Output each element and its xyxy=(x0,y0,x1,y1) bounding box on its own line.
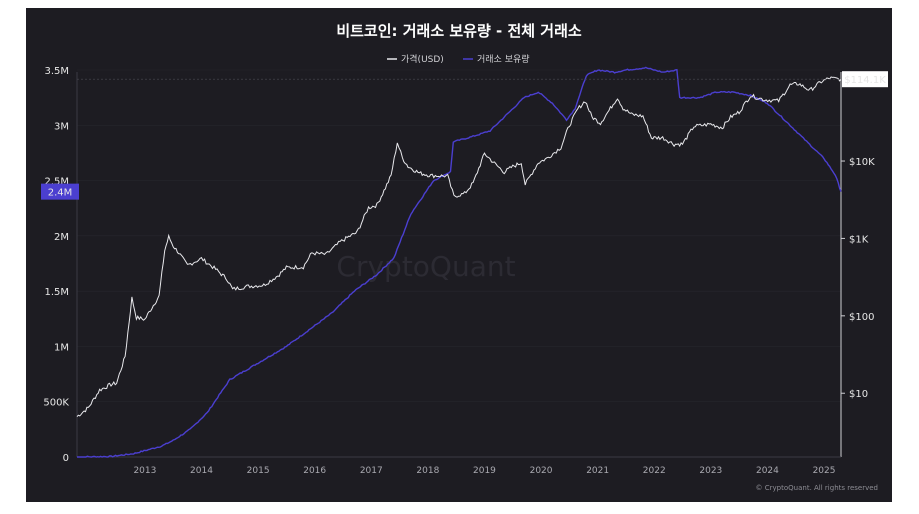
legend-price-label[interactable]: 가격(USD) xyxy=(401,53,444,65)
x-tick-label: 2017 xyxy=(360,466,383,476)
x-tick-label: 2019 xyxy=(473,466,496,476)
x-tick-label: 2015 xyxy=(247,466,270,476)
right-tick-label: $1K xyxy=(849,234,869,245)
current-price-label: $114.1K xyxy=(842,71,888,88)
left-tick-label: 500K xyxy=(43,398,69,409)
x-tick-label: 2023 xyxy=(699,466,722,476)
right-tick-label: $10 xyxy=(849,389,868,400)
chart-title: 비트코인: 거래소 보유량 - 전체 거래소 xyxy=(336,22,582,40)
x-tick-label: 2013 xyxy=(133,466,156,476)
x-tick-label: 2020 xyxy=(530,466,553,476)
left-tick-label: 3.5M xyxy=(44,66,69,77)
series-price-line[interactable] xyxy=(76,76,842,417)
legend-reserve-label[interactable]: 거래소 보유량 xyxy=(477,53,530,65)
watermark: CryptoQuant xyxy=(336,250,515,283)
x-tick-label: 2016 xyxy=(303,466,326,476)
x-axis-ticks: 2013 2014 2015 2016 2017 2018 2019 2020 2021 2022… xyxy=(133,466,835,476)
current-reserve-value: 2.4M xyxy=(48,188,73,199)
left-tick-label: 1M xyxy=(54,342,69,353)
left-tick-label: 0 xyxy=(63,453,69,464)
x-tick-label: 2022 xyxy=(643,466,666,476)
copyright-notice: © CryptoQuant. All rights reserved xyxy=(756,484,878,492)
x-tick-label: 2018 xyxy=(416,466,439,476)
right-axis-ticks: $10 $100 $1K $10K xyxy=(841,157,875,400)
x-tick-label: 2025 xyxy=(813,466,836,476)
x-tick-label: 2014 xyxy=(190,466,213,476)
x-tick-label: 2021 xyxy=(586,466,609,476)
legend: 가격(USD) 거래소 보유량 xyxy=(387,53,530,65)
left-tick-label: 2M xyxy=(54,232,69,243)
x-tick-label: 2024 xyxy=(756,466,779,476)
right-tick-label: $100 xyxy=(849,312,874,323)
left-tick-label: 3M xyxy=(54,121,69,132)
left-axis-ticks: 0 500K 1M 1.5M 2M 2.5M 3M 3.5M xyxy=(43,66,69,464)
left-tick-label: 1.5M xyxy=(44,287,69,298)
chart-svg: CryptoQuant 비트코인: 거래소 보유량 - 전체 거래소 가격(US… xyxy=(41,22,888,492)
current-price-value: $114.1K xyxy=(844,75,886,86)
right-tick-label: $10K xyxy=(849,157,875,168)
series-exchange-reserve-line[interactable] xyxy=(76,66,842,458)
current-reserve-badge xyxy=(41,183,79,200)
current-price-badge xyxy=(842,71,888,88)
chart-frame: CryptoQuant 비트코인: 거래소 보유량 - 전체 거래소 가격(US… xyxy=(26,8,892,502)
current-reserve-label: 2.4M xyxy=(41,183,79,200)
left-tick-label: 2.5M xyxy=(44,177,69,188)
